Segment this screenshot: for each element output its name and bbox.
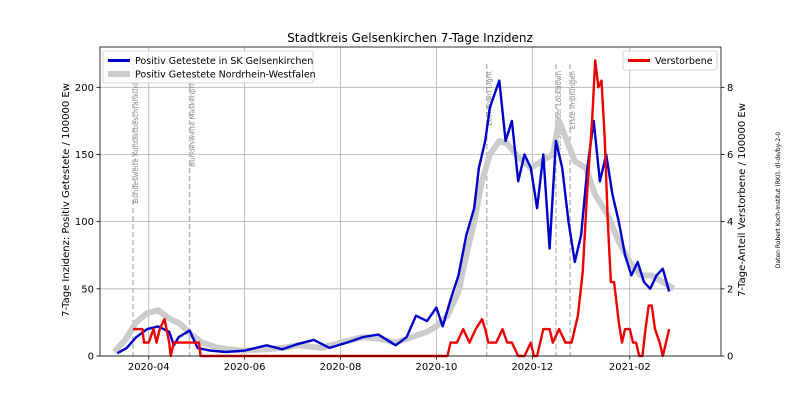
y-right-tick-label: 6 — [727, 150, 733, 161]
event-label: Bundesweite Kontaktbeschränkungen — [132, 71, 140, 203]
x-tick-label: 2020-06 — [224, 362, 266, 373]
series-line — [116, 79, 671, 355]
legend-label-gelsenkirchen: Positiv Getestete in SK Gelsenkirchen — [135, 56, 313, 67]
y-left-tick-label: 50 — [81, 284, 94, 295]
x-tick-label: 2020-08 — [320, 362, 362, 373]
y-left-tick-label: 200 — [75, 83, 94, 94]
y-right-tick-label: 0 — [727, 352, 733, 363]
axis-ticks: 2020-04 2020-06 2020-08 2020-10 2020-12 2021-… — [75, 83, 733, 373]
event-label: Lockdown Light — [486, 71, 494, 126]
y-right-tick-label: 8 — [727, 83, 733, 94]
x-tick-label: 2020-12 — [511, 362, 553, 373]
source-note: Daten Robert Koch-Institut (RKI), dl-de/… — [775, 132, 782, 268]
y-right-tick-label: 2 — [727, 284, 733, 295]
event-markers: Bundesweite Kontaktbeschränkungen Bundesw… — [132, 64, 577, 356]
y-right-tick-label: 4 — [727, 217, 733, 228]
left-axis-label: 7-Tage Inzidenz: Positiv Getestete / 100… — [61, 83, 72, 317]
event-label: Bundesweite Maskenpflicht — [189, 71, 197, 167]
y-left-tick-label: 150 — [75, 150, 94, 161]
x-tick-label: 2020-10 — [416, 362, 458, 373]
x-tick-label: 2020-04 — [128, 362, 170, 373]
legend-left: Positiv Getestete in SK Gelsenkirchen Po… — [102, 50, 316, 84]
series-line — [133, 59, 671, 358]
plot-frame — [99, 46, 722, 357]
legend-label-nrw: Positiv Getestete Nordrhein-Westfalen — [135, 70, 316, 81]
right-axis-label: 7-Tage-Anteil Verstorbene / 100000 Ew — [737, 103, 748, 297]
x-tick-label: 2021-02 — [609, 362, 651, 373]
series-layer — [111, 59, 676, 358]
event-label: Verschärfter Lockdown — [555, 71, 563, 151]
chart-title: Stadtkreis Gelsenkirchen 7-Tage Inzidenz — [287, 31, 533, 45]
event-label: Erste Impfungen — [569, 71, 577, 129]
y-left-tick-label: 100 — [75, 217, 94, 228]
legend-left-box — [102, 50, 314, 84]
y-left-tick-label: 0 — [88, 352, 94, 363]
legend-right-box — [622, 50, 718, 71]
legend-label-verstorbene: Verstorbene — [655, 56, 713, 67]
legend-right: Verstorbene — [622, 50, 718, 71]
series-line — [111, 117, 676, 355]
